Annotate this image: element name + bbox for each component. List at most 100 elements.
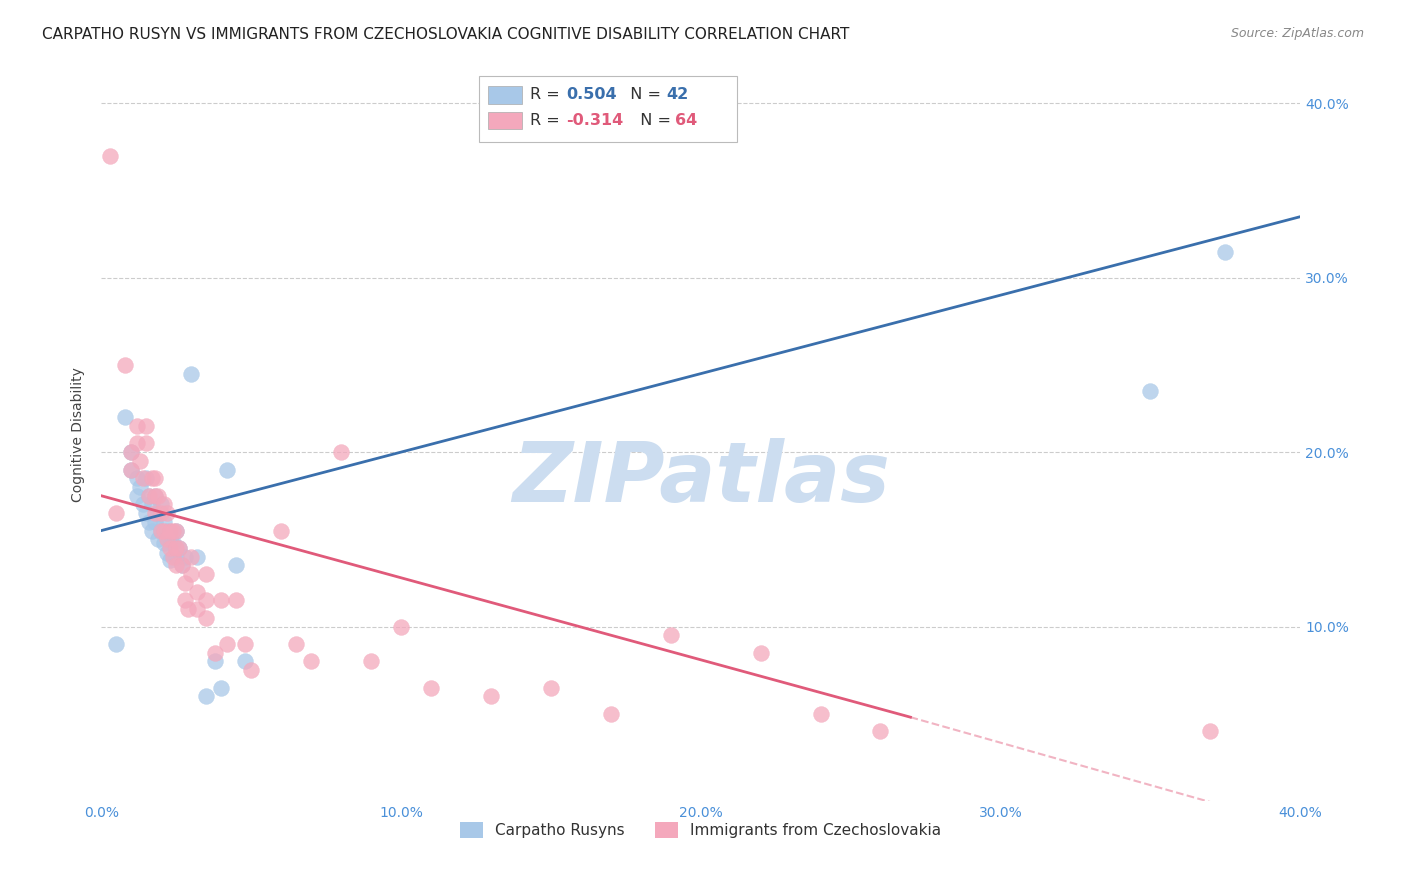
Point [135, 506, 157, 520]
Point [129, 480, 152, 494]
Point [209, 681, 232, 695]
Point [240, 663, 263, 677]
Y-axis label: Cognitive Disability: Cognitive Disability [72, 368, 86, 502]
Point [162, 549, 184, 564]
Point [174, 575, 197, 590]
Point [105, 637, 128, 651]
Point [153, 515, 176, 529]
Point [1213, 244, 1236, 259]
Point [135, 419, 157, 434]
Point [135, 436, 157, 450]
Point [330, 445, 353, 459]
Point [146, 489, 169, 503]
Point [810, 706, 832, 721]
Point [209, 593, 232, 607]
Point [180, 549, 202, 564]
Point [165, 524, 187, 538]
Point [749, 646, 772, 660]
Point [174, 549, 197, 564]
Point [143, 489, 166, 503]
Point [127, 419, 149, 434]
Text: 42: 42 [666, 87, 688, 103]
Point [127, 471, 149, 485]
Point [1139, 384, 1161, 398]
Point [114, 410, 136, 425]
Point [165, 541, 187, 555]
Point [127, 436, 149, 450]
Point [114, 358, 136, 372]
Point [479, 690, 502, 704]
Point [120, 462, 142, 476]
Point [180, 367, 202, 381]
Point [165, 558, 187, 573]
Point [120, 462, 142, 476]
Point [153, 536, 176, 550]
Point [285, 637, 308, 651]
Point [150, 524, 173, 538]
Point [195, 567, 218, 582]
Point [599, 706, 621, 721]
Point [120, 445, 142, 459]
Point [98, 149, 121, 163]
Text: 0.504: 0.504 [567, 87, 617, 103]
Point [143, 471, 166, 485]
Point [225, 593, 247, 607]
Point [143, 506, 166, 520]
Point [156, 506, 179, 520]
Point [162, 524, 184, 538]
Point [141, 471, 163, 485]
Point [233, 654, 256, 668]
Text: CARPATHO RUSYN VS IMMIGRANTS FROM CZECHOSLOVAKIA COGNITIVE DISABILITY CORRELATIO: CARPATHO RUSYN VS IMMIGRANTS FROM CZECHO… [42, 27, 849, 42]
FancyBboxPatch shape [479, 76, 737, 142]
Point [165, 524, 187, 538]
Text: 64: 64 [675, 113, 697, 128]
Point [869, 724, 891, 739]
Point [195, 690, 218, 704]
Point [159, 553, 181, 567]
Point [141, 524, 163, 538]
Point [1199, 724, 1222, 739]
Point [135, 471, 157, 485]
Point [132, 471, 155, 485]
Point [162, 536, 184, 550]
Point [120, 445, 142, 459]
Point [389, 619, 412, 633]
Point [195, 611, 218, 625]
Point [150, 524, 173, 538]
Text: ZIPatlas: ZIPatlas [512, 438, 890, 519]
Point [360, 654, 382, 668]
Point [217, 637, 239, 651]
Text: N =: N = [620, 87, 666, 103]
Text: -0.314: -0.314 [567, 113, 624, 128]
Point [204, 654, 226, 668]
Point [172, 558, 194, 573]
Point [159, 533, 181, 547]
Point [659, 628, 682, 642]
Point [156, 524, 179, 538]
Point [186, 584, 208, 599]
Text: Source: ZipAtlas.com: Source: ZipAtlas.com [1230, 27, 1364, 40]
Point [156, 533, 179, 547]
Point [540, 681, 562, 695]
Point [141, 498, 163, 512]
Point [225, 558, 247, 573]
Point [105, 506, 128, 520]
Point [195, 593, 218, 607]
Point [419, 681, 441, 695]
Point [180, 567, 202, 582]
Point [156, 546, 179, 560]
Text: R =: R = [530, 113, 565, 128]
Point [270, 524, 292, 538]
Legend: Carpatho Rusyns, Immigrants from Czechoslovakia: Carpatho Rusyns, Immigrants from Czechos… [454, 816, 948, 845]
Point [233, 637, 256, 651]
Point [146, 506, 169, 520]
FancyBboxPatch shape [488, 112, 522, 129]
Point [146, 533, 169, 547]
Point [172, 558, 194, 573]
Point [150, 506, 173, 520]
Text: R =: R = [530, 87, 565, 103]
Point [299, 654, 322, 668]
Point [150, 498, 173, 512]
Point [138, 489, 160, 503]
Point [143, 515, 166, 529]
